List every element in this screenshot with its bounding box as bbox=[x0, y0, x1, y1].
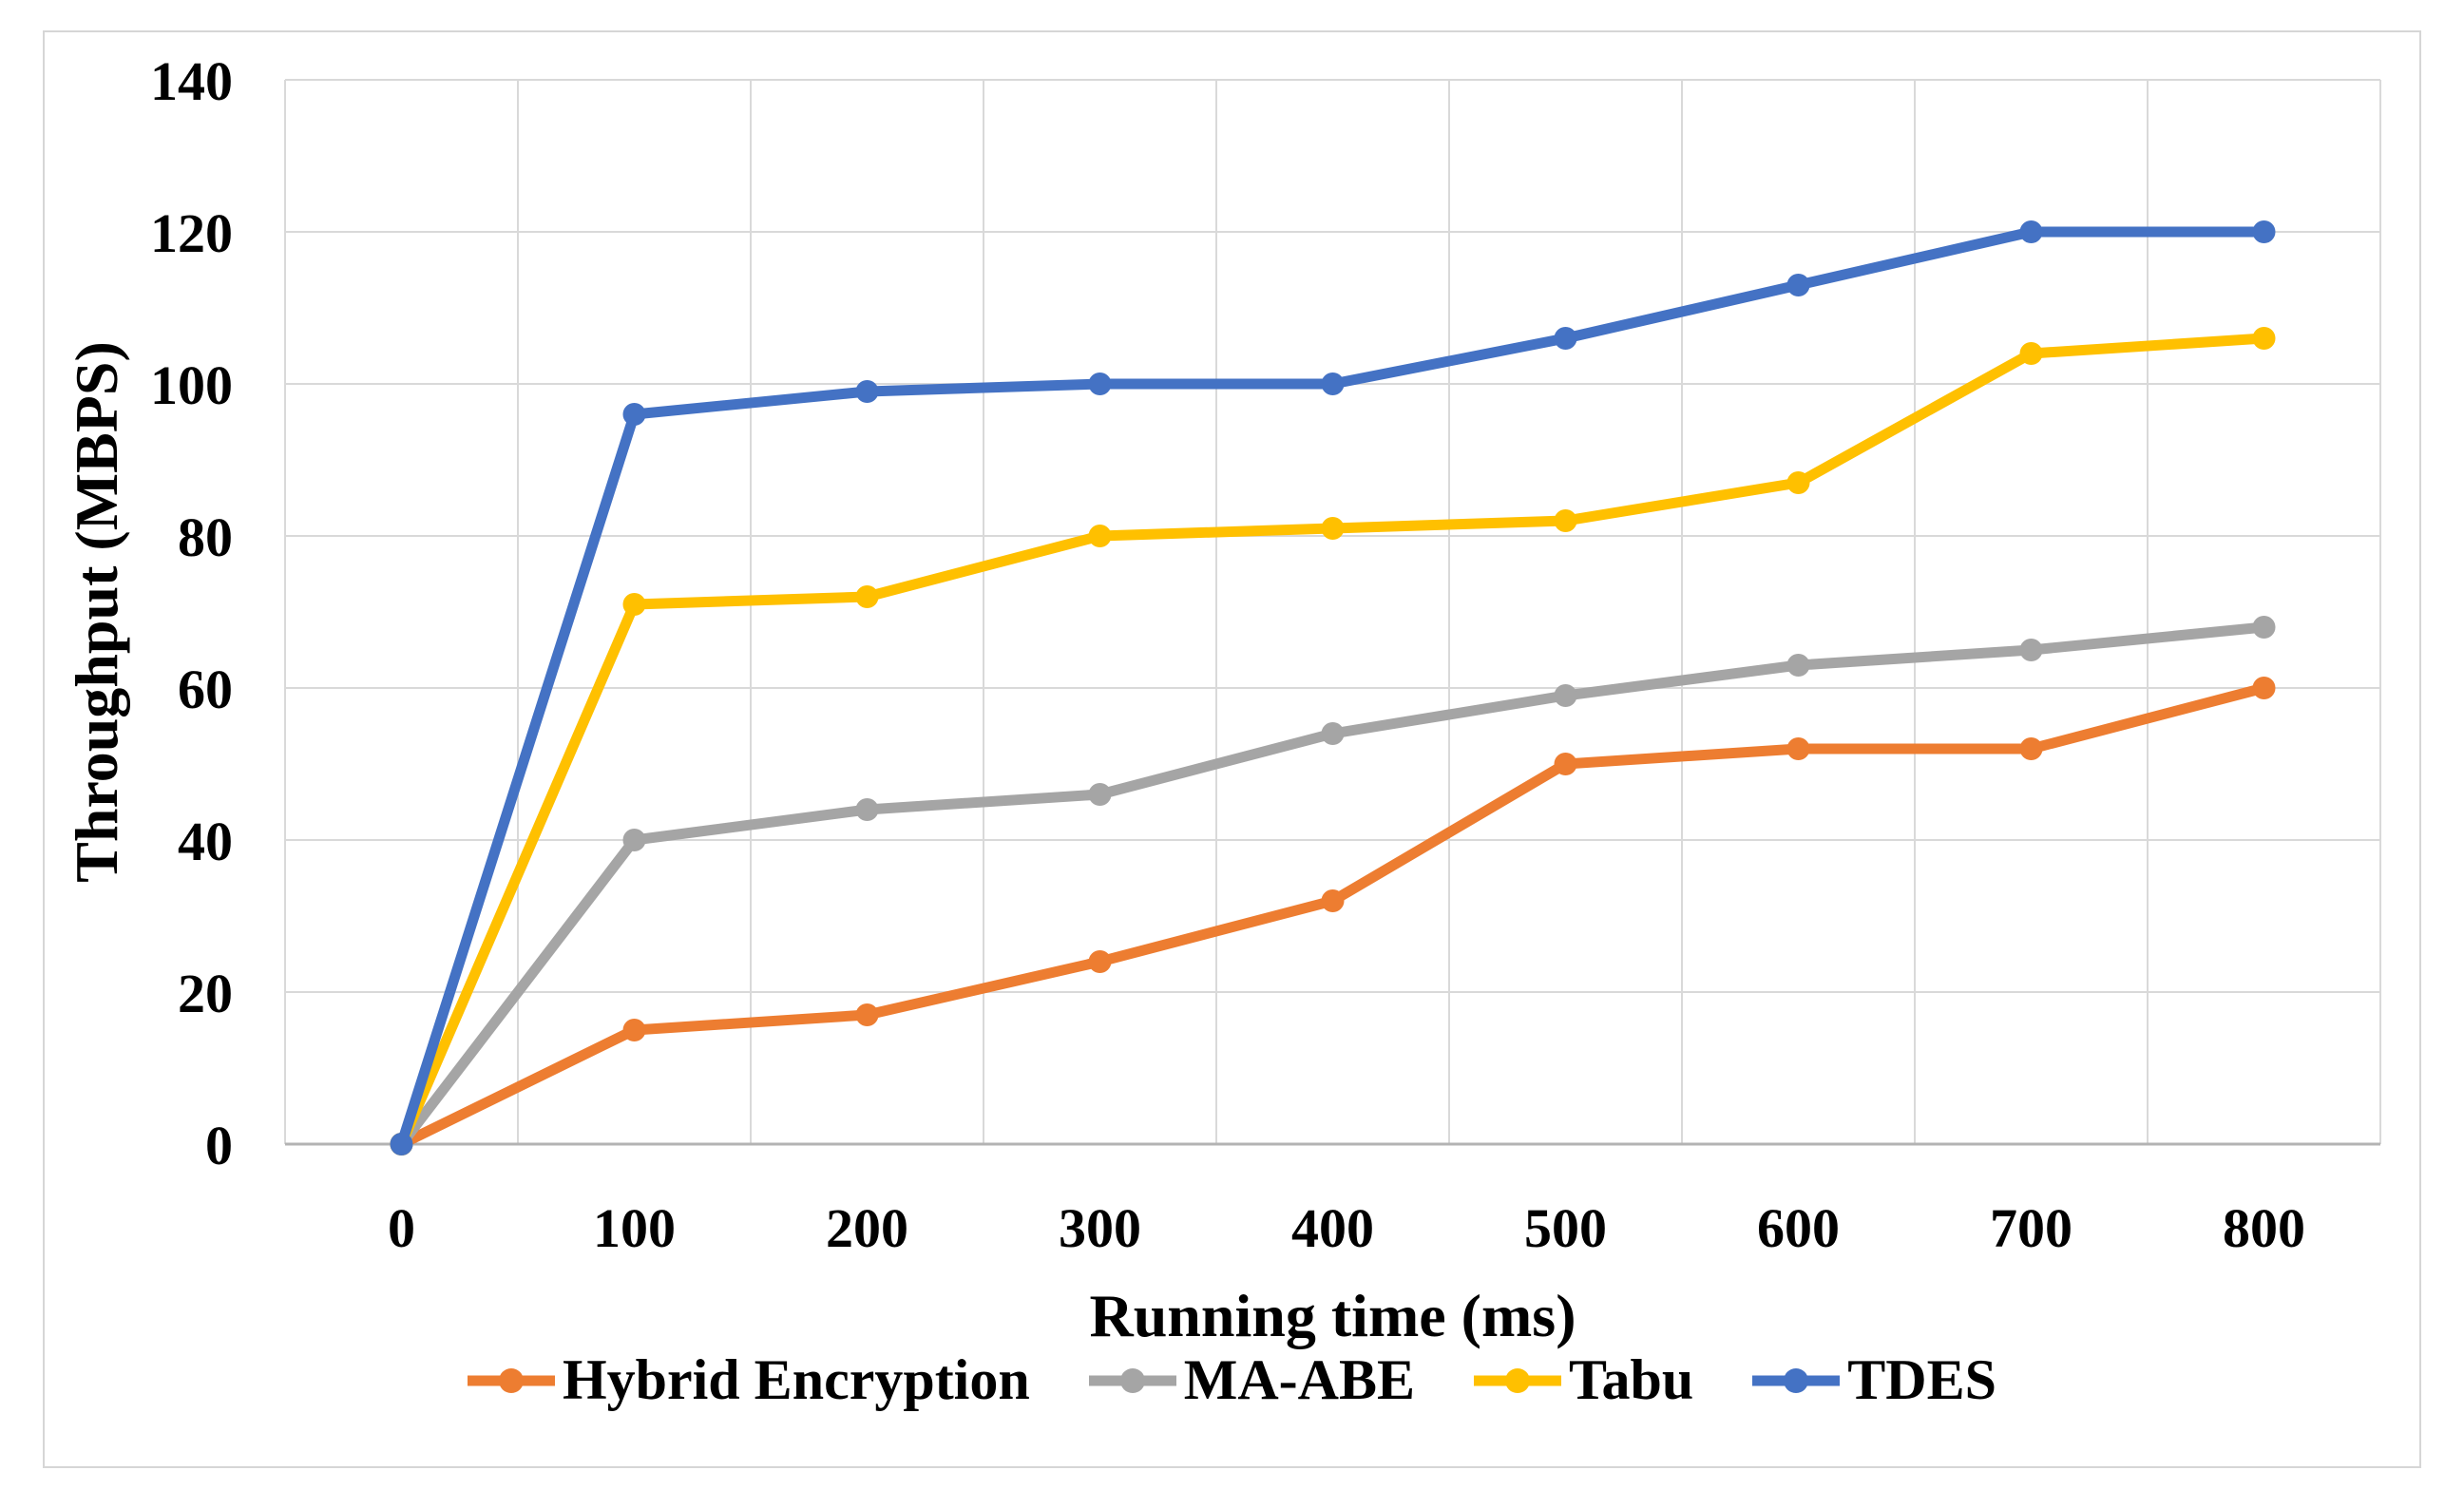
data-point-marker bbox=[1321, 372, 1345, 395]
y-tick-label: 20 bbox=[178, 963, 233, 1024]
y-tick-label: 0 bbox=[205, 1115, 233, 1176]
x-tick-label: 400 bbox=[1291, 1197, 1374, 1259]
legend-item-tdes: TDES bbox=[1752, 1347, 1996, 1413]
data-point-marker bbox=[855, 798, 879, 821]
y-tick-label: 80 bbox=[178, 506, 233, 568]
legend-item-ma-abe: MA-ABE bbox=[1088, 1347, 1416, 1413]
x-tick-label: 300 bbox=[1059, 1197, 1141, 1259]
x-tick-label: 200 bbox=[826, 1197, 908, 1259]
series-line-ma-abe bbox=[396, 621, 2269, 1150]
legend-label: Tabu bbox=[1569, 1348, 1694, 1411]
data-point-marker bbox=[1786, 274, 1810, 296]
data-point-marker bbox=[622, 593, 646, 616]
legend-line-marker-icon bbox=[1752, 1367, 1841, 1393]
data-point-marker bbox=[1321, 722, 1345, 745]
data-point-marker bbox=[855, 585, 879, 608]
data-point-marker bbox=[2252, 616, 2276, 639]
x-tick-label: 500 bbox=[1524, 1197, 1607, 1259]
y-tick-label: 140 bbox=[150, 50, 233, 112]
data-point-marker bbox=[622, 829, 646, 851]
x-tick-label: 100 bbox=[593, 1197, 676, 1259]
data-point-marker bbox=[2019, 220, 2043, 243]
y-tick-label: 100 bbox=[150, 354, 233, 416]
data-point-marker bbox=[1088, 372, 1112, 395]
y-tick-label: 120 bbox=[150, 202, 233, 264]
legend-label: Hybrid Encryption bbox=[562, 1348, 1030, 1411]
legend-line-marker-icon bbox=[1474, 1367, 1562, 1393]
legend-label: MA-ABE bbox=[1183, 1348, 1416, 1411]
data-point-marker bbox=[1554, 327, 1577, 350]
data-point-marker bbox=[855, 380, 879, 403]
legend-line-marker-icon bbox=[467, 1367, 555, 1393]
legend-label: TDES bbox=[1847, 1348, 1997, 1411]
data-point-marker bbox=[1554, 753, 1577, 775]
y-axis-title: Throughput (MBPS) bbox=[63, 341, 130, 883]
data-point-marker bbox=[2019, 737, 2043, 760]
series-line-hybrid-encryption bbox=[396, 682, 2269, 1150]
data-point-marker bbox=[1088, 783, 1112, 806]
data-point-marker bbox=[2252, 677, 2276, 699]
data-point-marker bbox=[2252, 327, 2276, 350]
y-tick-label: 40 bbox=[178, 811, 233, 872]
data-point-marker bbox=[622, 1019, 646, 1041]
data-point-marker bbox=[622, 403, 646, 426]
data-point-marker bbox=[1321, 889, 1345, 912]
data-point-marker bbox=[2019, 342, 2043, 365]
data-point-marker bbox=[1786, 471, 1810, 494]
data-point-marker bbox=[1321, 517, 1345, 540]
data-point-marker bbox=[1786, 654, 1810, 677]
y-tick-label: 60 bbox=[178, 659, 233, 720]
data-point-marker bbox=[1088, 525, 1112, 547]
legend-line-marker-icon bbox=[1088, 1367, 1176, 1393]
data-point-marker bbox=[2252, 220, 2276, 243]
data-point-marker bbox=[1554, 509, 1577, 532]
legend-item-tabu: Tabu bbox=[1474, 1347, 1693, 1413]
x-axis-title: Running time (ms) bbox=[1089, 1282, 1576, 1349]
x-tick-label: 600 bbox=[1757, 1197, 1840, 1259]
data-point-marker bbox=[1088, 950, 1112, 973]
data-point-marker bbox=[855, 1003, 879, 1026]
legend-item-hybrid-encryption: Hybrid Encryption bbox=[467, 1347, 1030, 1413]
x-tick-label: 800 bbox=[2223, 1197, 2305, 1259]
legend: Hybrid Encryption MA-ABE Tabu TDES bbox=[0, 1347, 2464, 1413]
data-point-marker bbox=[1554, 684, 1577, 707]
data-point-marker bbox=[2019, 639, 2043, 661]
data-point-marker bbox=[1786, 737, 1810, 760]
data-point-marker bbox=[390, 1133, 413, 1156]
x-tick-label: 700 bbox=[1990, 1197, 2072, 1259]
x-tick-label: 0 bbox=[388, 1197, 415, 1259]
